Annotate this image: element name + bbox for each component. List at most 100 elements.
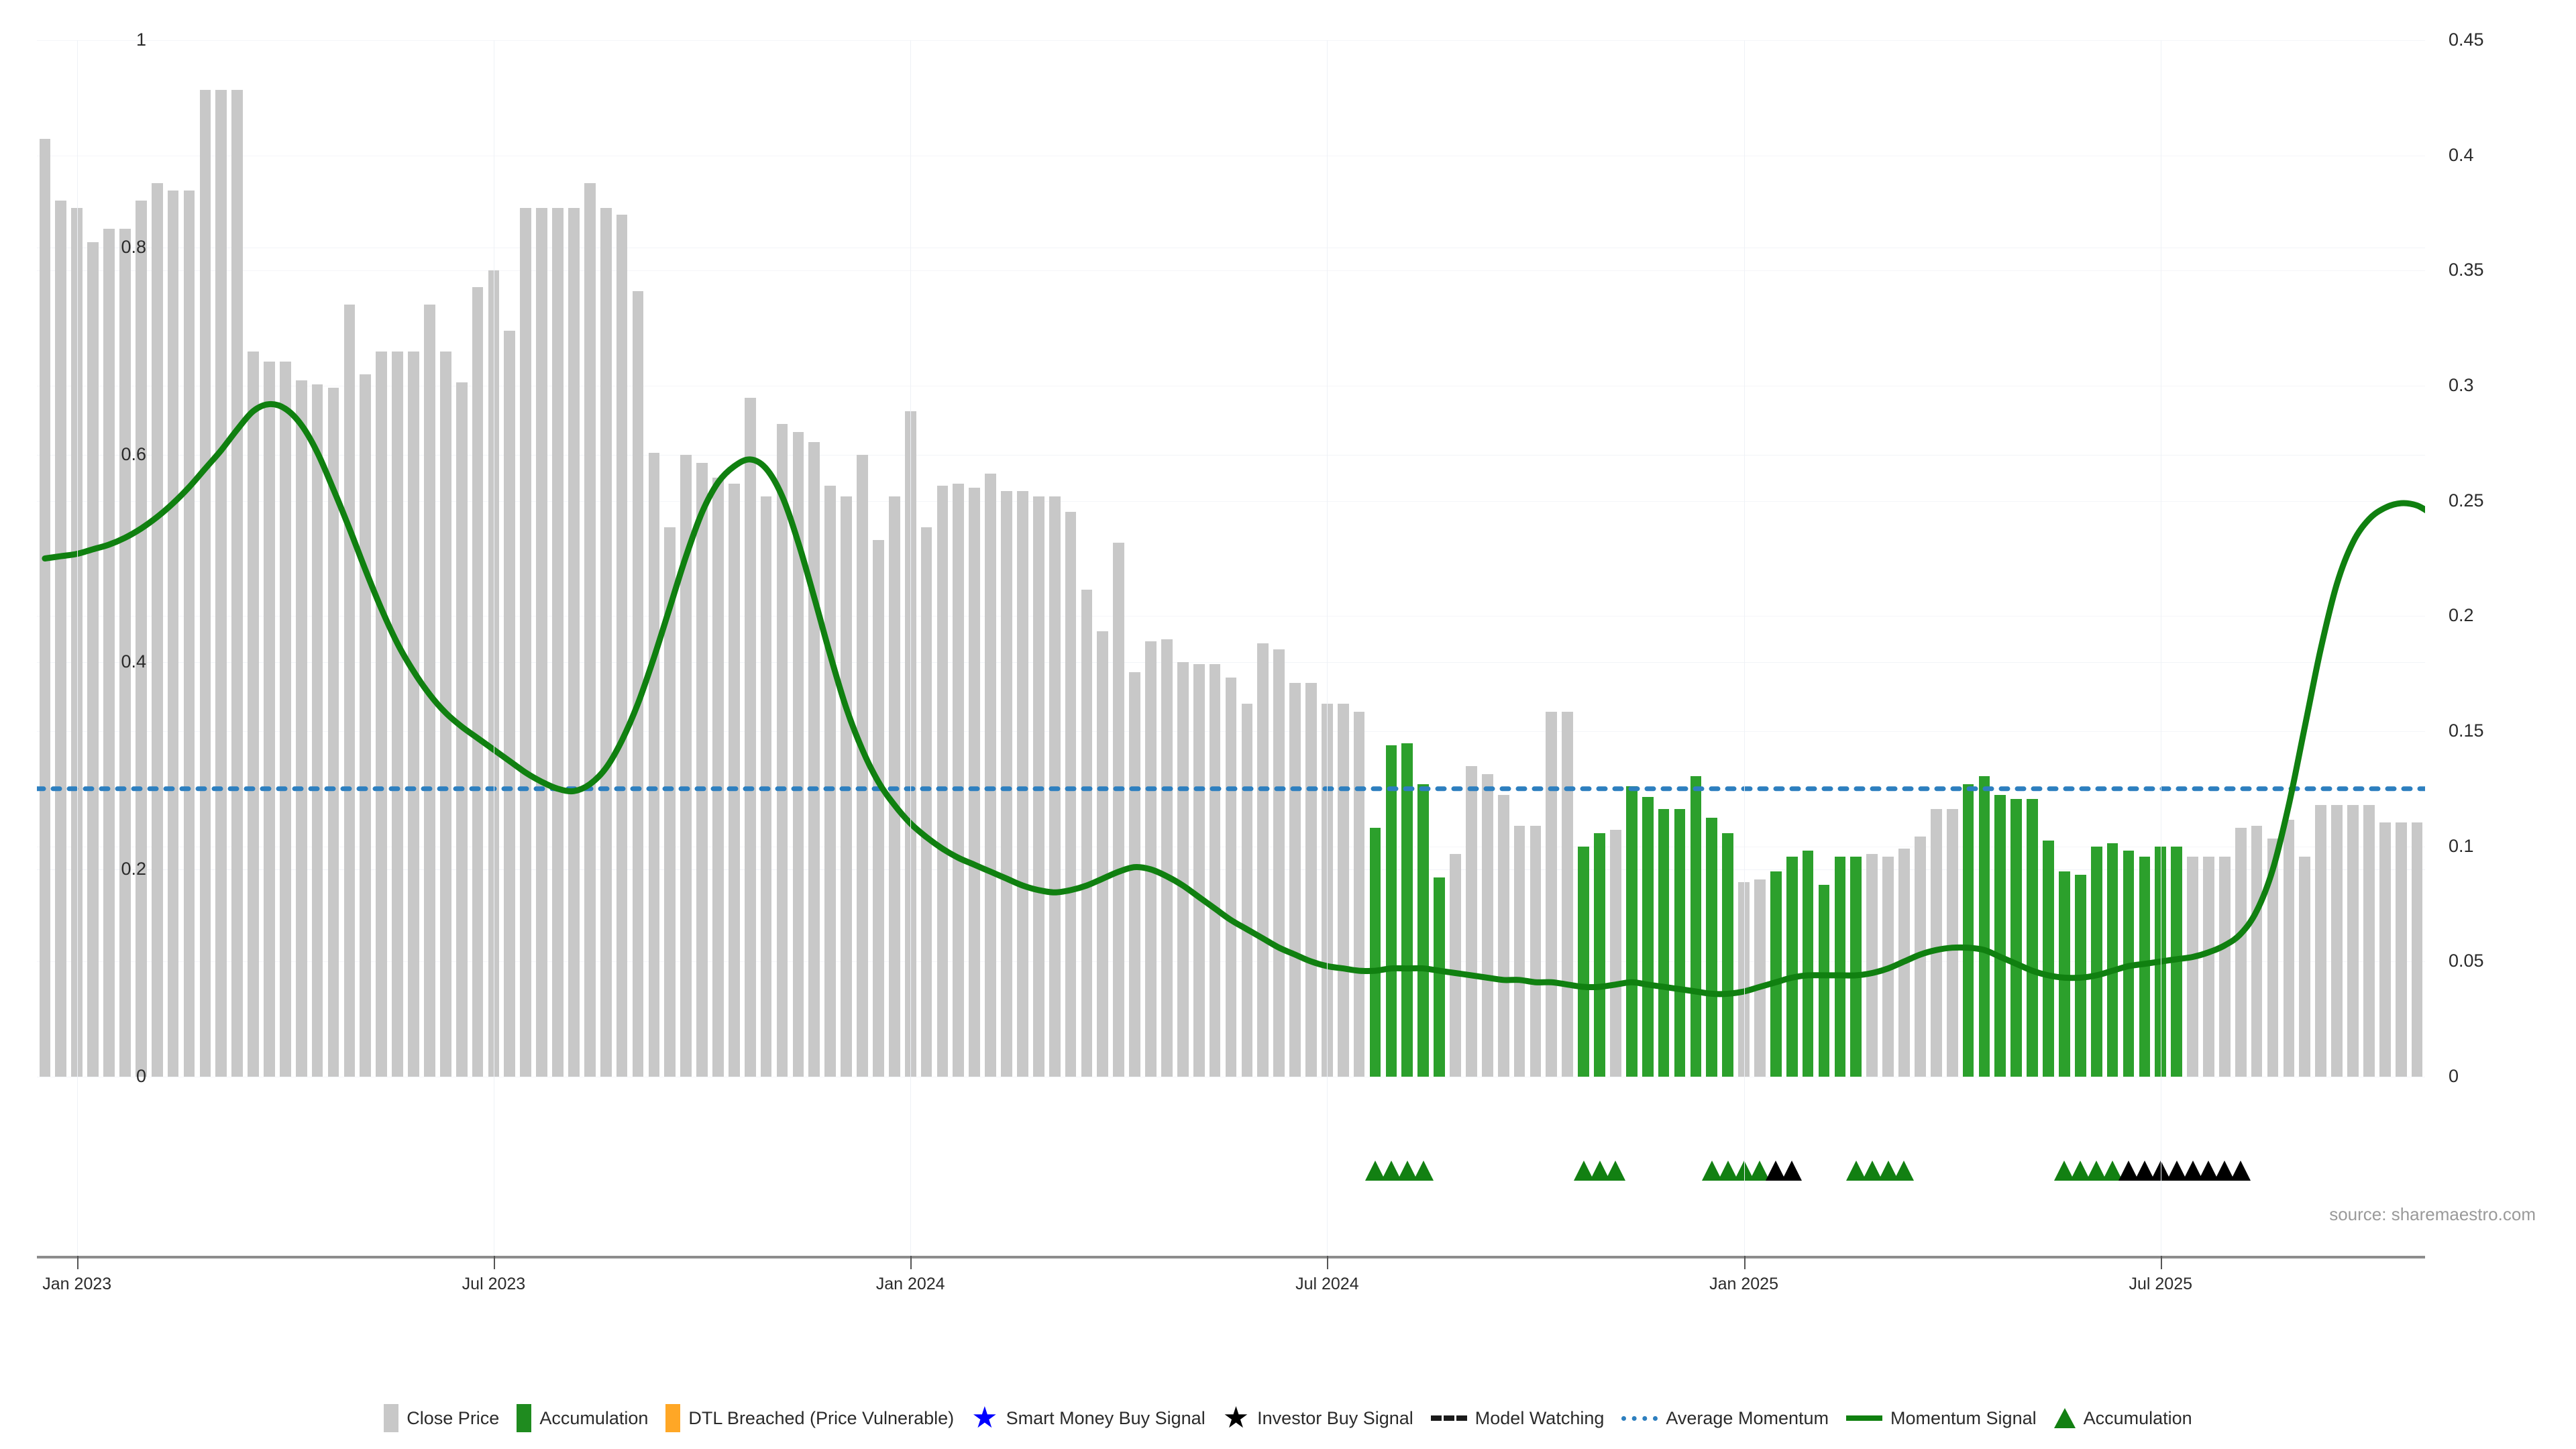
bar-close-price <box>2395 822 2407 1077</box>
x-axis-tick-label: Jul 2023 <box>462 1275 526 1293</box>
bar-accumulation <box>1690 775 1702 1077</box>
bar-close-price <box>1065 511 1077 1077</box>
bar-close-price <box>1257 643 1269 1077</box>
accumulation-marker <box>1605 1161 1626 1181</box>
star-icon: ★ <box>971 1401 998 1434</box>
bar-close-price <box>760 496 772 1077</box>
x-axis-tick <box>76 1256 78 1269</box>
x-axis-tick <box>910 1256 912 1269</box>
bar-close-price <box>1032 496 1044 1077</box>
bar-accumulation <box>2090 847 2102 1077</box>
bar-close-price <box>264 361 275 1077</box>
bar-close-price <box>1546 712 1558 1077</box>
bar-accumulation <box>1642 796 1654 1077</box>
bar-close-price <box>841 496 852 1077</box>
bar-accumulation <box>1434 877 1445 1077</box>
bar-accumulation <box>1594 833 1605 1077</box>
legend-label: Momentum Signal <box>1890 1407 2037 1428</box>
bar-accumulation <box>1994 794 2006 1077</box>
legend-close-price[interactable]: Close Price <box>384 1404 499 1432</box>
bar-close-price <box>1353 712 1365 1077</box>
bar-close-price <box>103 229 115 1077</box>
bar-close-price <box>1513 826 1525 1077</box>
bar-accumulation <box>1834 857 1846 1077</box>
legend-momentum-signal[interactable]: Momentum Signal <box>1846 1408 2037 1429</box>
bar-close-price <box>552 208 564 1077</box>
legend-model-watching[interactable]: Model Watching <box>1430 1408 1604 1429</box>
bar-accumulation <box>1962 784 1974 1077</box>
bar-accumulation <box>1417 784 1430 1077</box>
bar-accumulation <box>1401 743 1413 1077</box>
bar-close-price <box>199 90 211 1077</box>
bar-close-price <box>504 330 516 1077</box>
bar-close-price <box>1898 849 1910 1077</box>
bar-close-price <box>2283 819 2295 1077</box>
bar-accumulation <box>1786 857 1798 1077</box>
y-axis-right-tick-label: 0.4 <box>2449 144 2474 165</box>
bar-close-price <box>600 208 612 1077</box>
bar-close-price <box>953 484 965 1077</box>
bar-close-price <box>696 463 708 1077</box>
bar-close-price <box>1081 589 1093 1077</box>
bar-close-price <box>1930 809 1942 1077</box>
plot-area <box>37 40 2425 1077</box>
bar-close-price <box>1209 664 1221 1077</box>
bar-close-price <box>1337 703 1349 1077</box>
bar-close-price <box>1097 631 1109 1077</box>
bar-close-price <box>1273 649 1285 1077</box>
bar-close-price <box>55 201 67 1077</box>
bar-close-price <box>279 361 291 1077</box>
legend-label: Investor Buy Signal <box>1257 1407 1413 1428</box>
bar-accumulation <box>1369 828 1381 1077</box>
bar-close-price <box>2218 857 2231 1077</box>
bar-close-price <box>536 208 547 1077</box>
x-axis-tick-label: Jul 2025 <box>2129 1275 2193 1293</box>
investor-buy-signal-marker <box>2231 1161 2251 1181</box>
bar-accumulation <box>2139 857 2151 1077</box>
x-axis-tick <box>1743 1256 1746 1269</box>
source-attribution: source: sharemaestro.com <box>2329 1204 2536 1224</box>
bar-close-price <box>1225 678 1237 1077</box>
bar-close-price <box>1466 765 1477 1077</box>
x-axis-tick-label: Jan 2024 <box>875 1275 945 1293</box>
x-axis-tick <box>1327 1256 1329 1269</box>
legend-label: Average Momentum <box>1666 1407 1829 1428</box>
legend-swatch-rect-icon <box>517 1404 532 1432</box>
bar-close-price <box>215 90 227 1077</box>
bar-accumulation <box>2010 798 2023 1077</box>
bar-close-price <box>343 304 356 1077</box>
legend-smart-money-buy-signal[interactable]: ★ Smart Money Buy Signal <box>971 1403 1205 1433</box>
bar-close-price <box>568 208 580 1077</box>
bar-close-price <box>2331 805 2343 1077</box>
legend-accumulation-bar[interactable]: Accumulation <box>517 1404 648 1432</box>
bar-close-price <box>873 539 884 1077</box>
y-axis-left-tick-label: 0 <box>136 1066 146 1086</box>
bar-close-price <box>1529 826 1542 1077</box>
bar-close-price <box>808 442 820 1077</box>
bar-close-price <box>2347 805 2359 1077</box>
bar-close-price <box>985 473 996 1077</box>
legend-investor-buy-signal[interactable]: ★ Investor Buy Signal <box>1223 1403 1413 1433</box>
bar-accumulation <box>2074 874 2086 1077</box>
bar-close-price <box>1305 682 1317 1077</box>
gridline-right <box>37 270 2425 272</box>
legend-dtl-breached[interactable]: DTL Breached (Price Vulnerable) <box>665 1404 954 1432</box>
y-axis-left-tick-label: 0.6 <box>121 444 146 464</box>
legend-average-momentum[interactable]: Average Momentum <box>1621 1408 1829 1429</box>
bar-close-price <box>248 351 259 1077</box>
bar-accumulation <box>1674 809 1686 1077</box>
dashed-line-icon <box>1430 1415 1467 1421</box>
x-axis-separator <box>910 40 912 1256</box>
y-axis-right-tick-label: 0.1 <box>2449 835 2474 856</box>
bar-accumulation <box>2059 871 2070 1077</box>
bar-close-price <box>1145 641 1157 1077</box>
bar-close-price <box>376 351 388 1077</box>
legend-accumulation-marker[interactable]: Accumulation <box>2053 1408 2192 1429</box>
bar-close-price <box>424 304 435 1077</box>
bar-close-price <box>167 191 179 1077</box>
bar-close-price <box>439 351 451 1077</box>
bar-accumulation <box>1385 745 1397 1077</box>
bar-close-price <box>712 478 724 1077</box>
bar-close-price <box>1161 639 1173 1077</box>
